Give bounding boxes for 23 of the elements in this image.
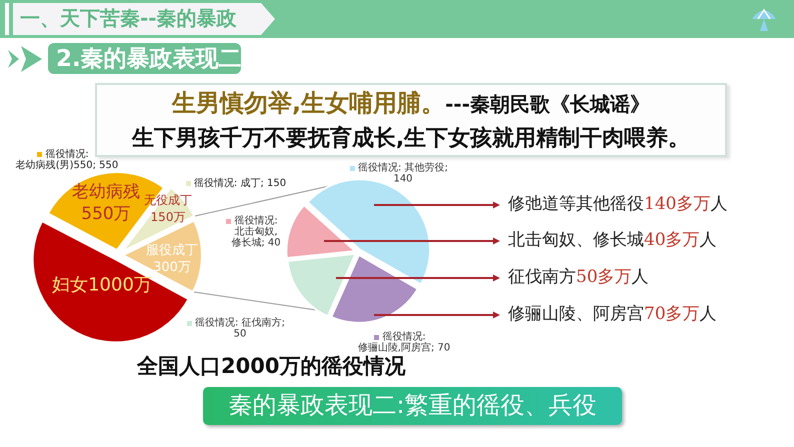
- data-label: 徭役情况: 修骊山陵,阿房宫; 70: [358, 330, 450, 354]
- text: 秦的暴政表现二:繁重的徭役、兵役: [228, 391, 597, 419]
- text: 生男慎勿举,生女哺用脯。: [172, 89, 446, 117]
- text: 徭役情况: 成丁; 150: [192, 178, 288, 189]
- text: 全国人口2000万的徭役情况: [137, 354, 406, 379]
- data-label: 徭役情况: 北击匈奴,修长城; 40: [231, 214, 281, 249]
- slice-label: 妇女1000万: [52, 274, 152, 296]
- data-label: 徭役情况: 征伐南方; 50: [195, 316, 285, 340]
- text: 2.秦的暴政表现二: [56, 45, 242, 73]
- slice-label: 服役成丁: [146, 242, 198, 258]
- text: ---秦朝民歌《长城谣》: [445, 92, 650, 116]
- slice-label: 老幼病残: [72, 182, 140, 202]
- text: 徭役情况: 老幼病残(男)550; 550: [14, 149, 120, 171]
- data-label: 150万: [150, 210, 186, 224]
- data-label: 徭役情况: 其他劳役; 140: [358, 162, 448, 185]
- text: 北击匈奴、修长城40多万人: [508, 230, 717, 251]
- text: 生下男孩千万不要抚育成长,生下女孩就用精制干肉喂养。: [132, 126, 690, 151]
- text: 征伐南方50多万人: [508, 267, 649, 288]
- text: 修骊山陵、阿房宫70多万人: [508, 304, 717, 325]
- data-label: 300万: [153, 260, 191, 275]
- data-label: 550万: [81, 204, 131, 224]
- text: 修弛道等其他徭役140多万人: [508, 194, 728, 215]
- text: 一、天下苦秦--秦的暴政: [20, 6, 237, 30]
